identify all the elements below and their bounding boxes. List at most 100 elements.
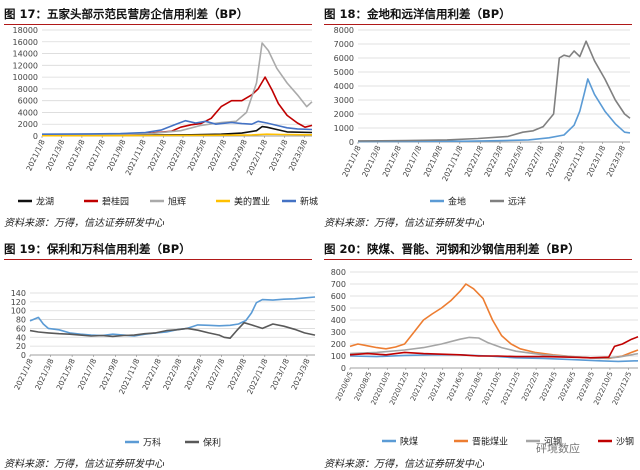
source-note: 资料来源：万得，信达证券研发中心 (324, 218, 484, 229)
y-tick-label: 800 (331, 268, 346, 277)
x-tick-label: 2022/12/5 (611, 370, 633, 406)
x-tick-label: 2021/5/8 (381, 144, 403, 179)
x-tick-label: 2021/6/5 (446, 370, 467, 402)
y-tick-label: 100 (331, 352, 346, 361)
chart-title: 图 20：陕煤、晋能、河钢和沙钢信用利差（BP） (324, 242, 580, 256)
x-tick-label: 2022/9/8 (226, 357, 248, 392)
chart-title: 图 18：金地和远洋信用利差（BP） (324, 7, 511, 21)
y-tick-label: 8000 (18, 85, 38, 94)
x-tick-label: 2023/1/8 (269, 357, 291, 392)
x-tick-label: 2023/1/8 (267, 138, 289, 173)
x-tick-label: 2020/6/5 (334, 370, 355, 402)
legend-label: 陕煤 (400, 436, 418, 448)
x-tick-label: 2022/5/8 (183, 357, 205, 392)
x-tick-label: 2022/11/8 (245, 357, 270, 396)
y-tick-label: 80 (16, 316, 26, 325)
x-tick-label: 2022/3/8 (165, 138, 187, 173)
y-tick-label: 6000 (18, 97, 38, 106)
x-tick-label: 2022/4/5 (538, 370, 559, 402)
x-tick-label: 2021/4/5 (427, 370, 448, 402)
y-tick-label: 40 (16, 333, 26, 342)
series-line-金地 (357, 78, 631, 143)
x-tick-label: 2021/3/8 (44, 138, 66, 173)
title-rule (324, 24, 632, 25)
x-tick-label: 2022/1/8 (146, 138, 168, 173)
x-tick-label: 2021/3/8 (33, 357, 55, 392)
x-tick-label: 2021/8/5 (464, 370, 485, 402)
x-tick-label: 2021/1/8 (24, 138, 46, 173)
x-tick-label: 2022/7/8 (523, 144, 545, 179)
y-tick-label: 16000 (13, 38, 38, 47)
legend-label: 万科 (143, 437, 161, 449)
series-line-碧桂园 (42, 76, 313, 136)
y-tick-label: 0 (349, 138, 354, 147)
title-rule (324, 259, 632, 260)
title-rule (4, 259, 312, 260)
x-tick-label: 2021/7/8 (76, 357, 98, 392)
x-tick-label: 2021/9/8 (98, 357, 120, 392)
x-tick-label: 2021/1/8 (340, 144, 362, 179)
x-tick-label: 2022/1/8 (141, 357, 163, 392)
x-tick-label: 2021/7/8 (85, 138, 107, 173)
chart-panel-20: 图 20：陕煤、晋能、河钢和沙钢信用利差（BP） 0 100 200 300 400 50… (320, 235, 640, 470)
y-tick-label: 5000 (334, 68, 354, 77)
y-tick-label: 4000 (334, 82, 354, 91)
y-tick-label: 4000 (18, 108, 38, 117)
x-tick-label: 2022/5/8 (503, 144, 525, 179)
x-tick-label: 2021/12/5 (500, 370, 522, 406)
x-tick-label: 2022/9/8 (227, 138, 249, 173)
x-tick-label: 2021/5/8 (55, 357, 77, 392)
series-line-沙钢 (349, 336, 639, 359)
x-tick-label: 2022/11/8 (562, 144, 587, 183)
x-tick-label: 2021/3/8 (360, 144, 382, 179)
legend-label: 晋能煤业 (472, 436, 508, 448)
series-line-远洋 (357, 40, 631, 142)
x-tick-label: 2021/11/8 (123, 138, 148, 177)
y-tick-label: 6000 (334, 54, 354, 63)
y-tick-label: 700 (331, 280, 346, 289)
x-tick-label: 2021/9/8 (422, 144, 444, 179)
y-tick-label: 1000 (334, 124, 354, 133)
legend-label: 旭辉 (168, 196, 186, 208)
y-tick-label: 20 (16, 342, 26, 351)
x-tick-label: 2023/1/8 (585, 144, 607, 179)
chart-panel-19: 图 19：保利和万科信用利差（BP） 0 20 40 60 80 100 120 140 202… (0, 235, 320, 470)
series-line-新城 (41, 119, 313, 135)
x-tick-label: 2021/2/5 (409, 370, 430, 402)
legend-label: 金地 (448, 196, 466, 208)
credit-spread-chart-17: 0 2000 4000 6000 8000 10000 12000 14000 16000 180… (13, 26, 318, 208)
legend-label: 龙湖 (36, 196, 54, 208)
y-tick-label: 2000 (334, 110, 354, 119)
credit-spread-chart-20: 0 100 200 300 400 500 600 700 800 2020/6/52020/8/… (331, 268, 639, 448)
y-tick-label: 140 (11, 289, 26, 298)
x-tick-label: 2022/7/8 (204, 357, 226, 392)
series-line-晋能煤业 (349, 283, 639, 360)
series-line-美的置业 (41, 133, 313, 137)
x-tick-label: 2021/5/8 (64, 138, 86, 173)
x-tick-label: 2022/3/8 (482, 144, 504, 179)
x-tick-label: 2023/3/8 (605, 144, 627, 179)
y-tick-label: 7000 (334, 40, 354, 49)
chart-panel-17: 图 17：五家头部示范民营房企信用利差（BP） 0 2000 4000 6000 800… (0, 0, 320, 235)
x-tick-label: 2022/2/5 (520, 370, 541, 402)
watermark: 砰境数应 (536, 442, 580, 455)
x-tick-label: 2022/8/5 (576, 370, 597, 402)
x-tick-label: 2020/8/5 (353, 370, 374, 402)
x-tick-label: 2022/3/8 (161, 357, 183, 392)
credit-spread-chart-18: 0 1000 2000 3000 4000 5000 6000 7000 8000 2021/1/… (334, 26, 631, 208)
source-note: 资料来源：万得，信达证券研发中心 (4, 218, 164, 229)
y-tick-label: 300 (331, 328, 346, 337)
series-line-保利 (29, 321, 316, 339)
y-tick-label: 2000 (18, 120, 38, 129)
x-tick-label: 2021/9/8 (105, 138, 127, 173)
legend-label: 河钢 (544, 436, 562, 448)
x-tick-label: 2022/11/8 (245, 138, 270, 177)
chart-panel-18: 图 18：金地和远洋信用利差（BP） 0 1000 2000 3000 4000 5000… (320, 0, 640, 235)
x-tick-label: 2021/7/8 (401, 144, 423, 179)
x-tick-label: 2022/6/5 (557, 370, 578, 402)
y-tick-label: 400 (331, 316, 346, 325)
x-tick-label: 2020/12/5 (388, 370, 410, 406)
title-rule (4, 24, 312, 25)
x-tick-label: 2023/3/8 (287, 138, 309, 173)
